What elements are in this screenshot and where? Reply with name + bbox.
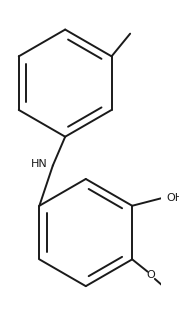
Text: OH: OH (166, 193, 179, 202)
Text: O: O (146, 270, 155, 280)
Text: HN: HN (31, 158, 48, 169)
